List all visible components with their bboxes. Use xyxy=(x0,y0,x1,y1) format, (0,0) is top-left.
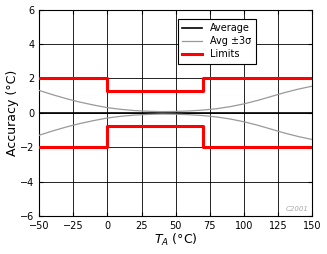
X-axis label: $T_A$ (°C): $T_A$ (°C) xyxy=(154,232,198,248)
Text: C2001: C2001 xyxy=(285,206,308,212)
Y-axis label: Accuracy (°C): Accuracy (°C) xyxy=(6,70,19,156)
Legend: Average, Avg ±3σ, Limits: Average, Avg ±3σ, Limits xyxy=(178,19,256,64)
